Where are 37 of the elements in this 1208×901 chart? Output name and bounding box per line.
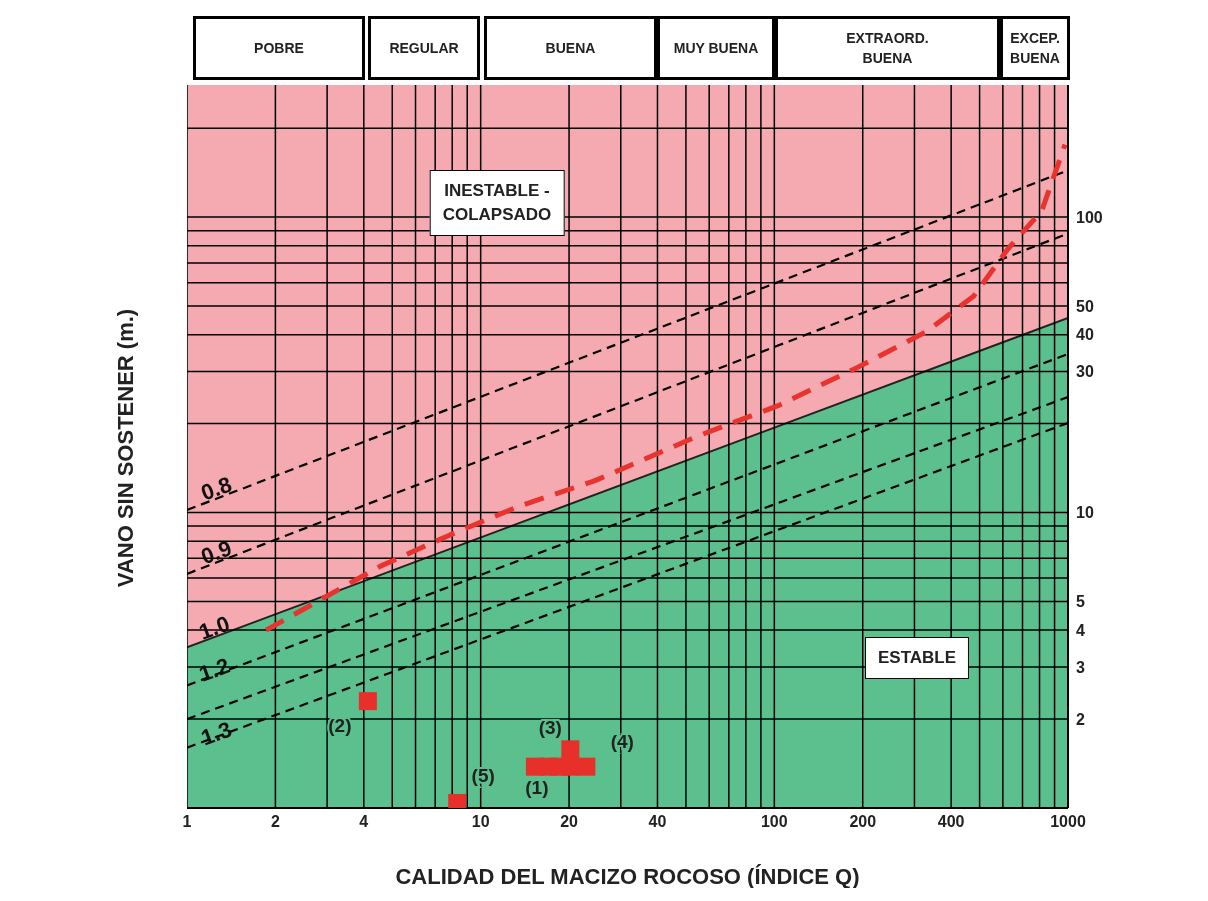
y-tick-label: 100 [1076, 208, 1103, 226]
text: POBRE [254, 39, 304, 58]
y-tick-label: 2 [1076, 710, 1085, 728]
x-tick-label: 100 [760, 813, 788, 831]
y-tick-label: 30 [1076, 363, 1094, 381]
text: BUENA [545, 39, 596, 58]
annotation: (3) [538, 717, 562, 739]
text: 1.3 [197, 716, 236, 751]
text: 0.8 [197, 471, 236, 506]
annotation: ESTABLE [877, 647, 957, 669]
x-tick-label: 400 [937, 813, 965, 831]
x-tick-label: 1000 [1050, 813, 1086, 831]
text: MUY BUENA [673, 39, 759, 58]
y-tick-label: 3 [1076, 658, 1085, 676]
text: EXTRAORD. BUENA [846, 29, 929, 68]
x-tick-label: 1 [182, 813, 192, 831]
text: EXCEP. BUENA [1010, 29, 1060, 68]
annotation: (1) [525, 776, 549, 798]
x-tick-label: 20 [560, 813, 579, 831]
text: 1.0 [195, 610, 234, 645]
y-tick-label: 4 [1076, 621, 1085, 639]
x-axis-title: CALIDAD DEL MACIZO ROCOSO (ÍNDICE Q) [395, 864, 860, 889]
annotation: INESTABLE - COLAPSADO [442, 180, 552, 226]
y-tick-label: 10 [1076, 504, 1094, 522]
y-tick-label: 40 [1076, 326, 1094, 344]
text: 1.2 [195, 652, 234, 687]
annotation: (2) [328, 715, 352, 737]
text: 0.9 [197, 535, 236, 570]
x-tick-label: 40 [648, 813, 667, 831]
x-tick-label: 2 [270, 813, 280, 831]
y-axis-title: VANO SIN SOSTENER (m.) [113, 308, 139, 588]
y-tick-label: 50 [1076, 297, 1094, 315]
x-tick-label: 4 [359, 813, 369, 831]
x-tick-label: 200 [849, 813, 877, 831]
text: REGULAR [389, 39, 459, 58]
x-tick-label: 10 [471, 813, 490, 831]
y-tick-label: 5 [1076, 593, 1085, 611]
